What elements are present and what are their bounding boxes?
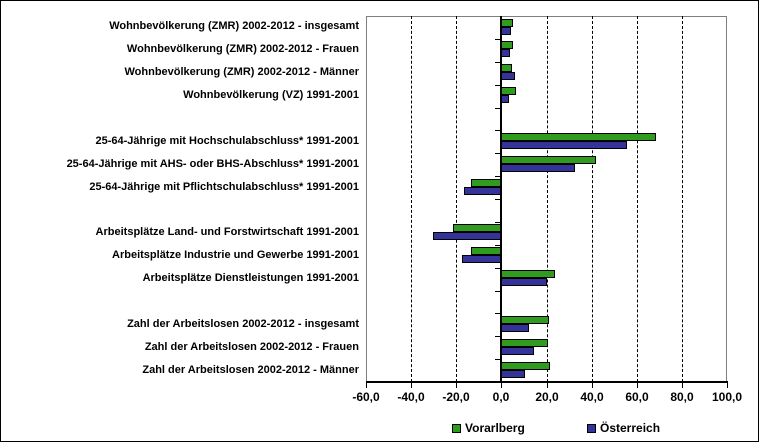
category-axis-tick <box>495 336 500 337</box>
legend-item-oesterreich: Österreich <box>587 421 660 435</box>
category-axis-tick <box>495 176 500 177</box>
value-axis-tick <box>637 383 638 388</box>
value-axis-tick <box>456 383 457 388</box>
value-axis-tick <box>682 383 683 388</box>
category-axis-tick <box>495 291 500 292</box>
bar-oesterreich <box>501 347 534 355</box>
value-axis-tick <box>501 383 502 388</box>
category-label: Zahl der Arbeitslosen 2002-2012 - insges… <box>127 317 359 330</box>
value-axis-tick <box>727 383 728 388</box>
bar-oesterreich <box>501 164 575 172</box>
bar-oesterreich <box>501 370 525 378</box>
category-axis-tick <box>495 245 500 246</box>
bar-vorarlberg <box>501 316 549 324</box>
bar-oesterreich <box>462 255 501 263</box>
category-label: 25-64-Jährige mit Hochschulabschluss* 19… <box>95 134 359 147</box>
bar-vorarlberg <box>501 339 548 347</box>
bar-vorarlberg <box>501 41 513 49</box>
category-axis-tick <box>495 199 500 200</box>
category-axis-tick <box>495 222 500 223</box>
value-axis-tick-label: -40,0 <box>397 390 425 404</box>
category-label: Wohnbevölkerung (ZMR) 2002-2012 - Männer <box>124 66 359 79</box>
bar-oesterreich <box>464 187 501 195</box>
category-axis-tick <box>495 359 500 360</box>
category-axis-tick <box>495 39 500 40</box>
value-axis-tick-label: 20,0 <box>535 390 559 404</box>
gridline <box>411 16 413 382</box>
value-axis-tick-label: 60,0 <box>625 390 649 404</box>
value-axis-tick-label: 80,0 <box>670 390 694 404</box>
value-axis-tick-label: 100,0 <box>711 390 743 404</box>
legend-label-vorarlberg: Vorarlberg <box>465 421 525 435</box>
bar-oesterreich <box>501 27 511 35</box>
gridline <box>681 16 683 382</box>
value-axis-tick <box>547 383 548 388</box>
value-axis-tick-label: 40,0 <box>580 390 604 404</box>
value-axis-tick-label: -60,0 <box>352 390 380 404</box>
legend-swatch-oesterreich <box>587 423 596 433</box>
value-axis-tick <box>592 383 593 388</box>
category-label: Wohnbevölkerung (ZMR) 2002-2012 - Frauen <box>126 43 359 56</box>
category-axis-tick <box>495 153 500 154</box>
category-axis-tick <box>495 62 500 63</box>
category-label: 25-64-Jährige mit AHS- oder BHS-Abschlus… <box>66 157 359 170</box>
category-label: Arbeitsplätze Industrie und Gewerbe 1991… <box>112 249 359 262</box>
value-axis-tick-label: -20,0 <box>442 390 470 404</box>
category-axis <box>500 16 502 382</box>
gridline <box>591 16 593 382</box>
value-axis <box>366 381 728 383</box>
gridline <box>636 16 638 382</box>
category-label: Arbeitsplätze Dienstleistungen 1991-2001 <box>142 272 359 285</box>
legend-swatch-vorarlberg <box>452 423 461 433</box>
bar-vorarlberg <box>471 179 501 187</box>
bar-vorarlberg <box>501 270 555 278</box>
bar-vorarlberg <box>501 19 513 27</box>
bar-vorarlberg <box>501 362 550 370</box>
category-label: Wohnbevölkerung (VZ) 1991-2001 <box>183 89 359 102</box>
bar-oesterreich <box>501 95 509 103</box>
bar-oesterreich <box>433 232 501 240</box>
bar-vorarlberg <box>501 156 596 164</box>
value-axis-tick-label: 0,0 <box>492 390 510 404</box>
category-label: Zahl der Arbeitslosen 2002-2012 - Frauen <box>144 340 359 353</box>
bar-oesterreich <box>501 72 515 80</box>
bar-oesterreich <box>501 49 510 57</box>
category-label: 25-64-Jährige mit Pflichtschulabschluss*… <box>89 180 359 193</box>
category-label: Arbeitsplätze Land- und Forstwirtschaft … <box>95 226 359 239</box>
legend-label-oesterreich: Österreich <box>600 421 661 435</box>
category-axis-tick <box>495 313 500 314</box>
gridline <box>546 16 548 382</box>
bar-oesterreich <box>501 141 627 149</box>
category-axis-tick <box>495 85 500 86</box>
bar-oesterreich <box>501 278 547 286</box>
legend-item-vorarlberg: Vorarlberg <box>452 421 525 435</box>
category-axis-tick <box>495 108 500 109</box>
category-axis-tick <box>495 130 500 131</box>
category-label: Zahl der Arbeitslosen 2002-2012 - Männer <box>142 363 359 376</box>
value-axis-tick <box>411 383 412 388</box>
bar-vorarlberg <box>471 247 501 255</box>
bar-vorarlberg <box>501 64 512 72</box>
bar-vorarlberg <box>501 87 516 95</box>
bar-vorarlberg <box>453 224 501 232</box>
bar-oesterreich <box>501 324 529 332</box>
category-axis-tick <box>495 268 500 269</box>
value-axis-tick <box>366 383 367 388</box>
bar-vorarlberg <box>501 133 656 141</box>
gridline <box>456 16 458 382</box>
category-label: Wohnbevölkerung (ZMR) 2002-2012 - insges… <box>109 20 359 33</box>
